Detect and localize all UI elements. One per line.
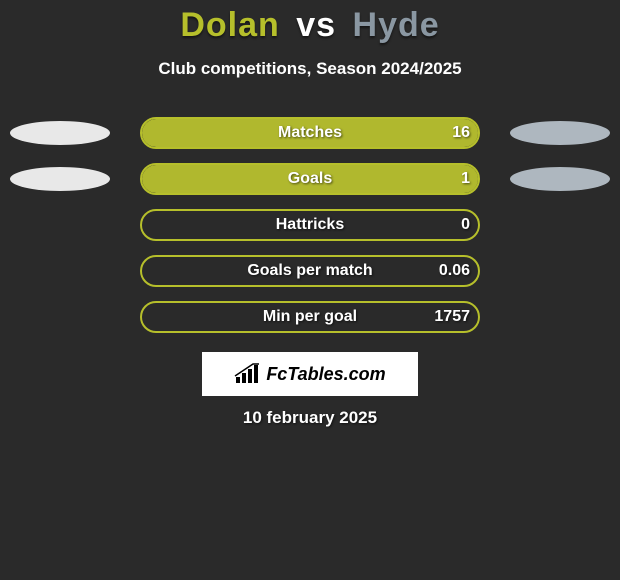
player2-marker xyxy=(510,167,610,191)
title-player2: Hyde xyxy=(353,6,440,44)
subtitle: Club competitions, Season 2024/2025 xyxy=(0,59,620,79)
stat-row: Matches 16 xyxy=(0,117,620,163)
bar-track xyxy=(140,255,480,287)
bar-track xyxy=(140,209,480,241)
player1-marker xyxy=(10,121,110,145)
player1-marker xyxy=(10,167,110,191)
logo-text: FcTables.com xyxy=(266,364,385,385)
date-label: 10 february 2025 xyxy=(0,408,620,428)
stat-row: Min per goal 1757 xyxy=(0,301,620,347)
bar-track xyxy=(140,163,480,195)
title-player1: Dolan xyxy=(180,6,279,44)
comparison-chart: Matches 16 Goals 1 Hattricks 0 Goals per… xyxy=(0,117,620,347)
player2-marker xyxy=(510,121,610,145)
page-title: Dolan vs Hyde xyxy=(0,0,620,45)
bar-fill xyxy=(142,119,478,147)
title-vs: vs xyxy=(296,6,336,44)
stat-row: Hattricks 0 xyxy=(0,209,620,255)
bar-track xyxy=(140,301,480,333)
stat-row: Goals per match 0.06 xyxy=(0,255,620,301)
bar-fill xyxy=(142,165,478,193)
stat-row: Goals 1 xyxy=(0,163,620,209)
bar-chart-icon xyxy=(234,363,260,385)
bar-track xyxy=(140,117,480,149)
fctables-logo: FcTables.com xyxy=(202,352,418,396)
